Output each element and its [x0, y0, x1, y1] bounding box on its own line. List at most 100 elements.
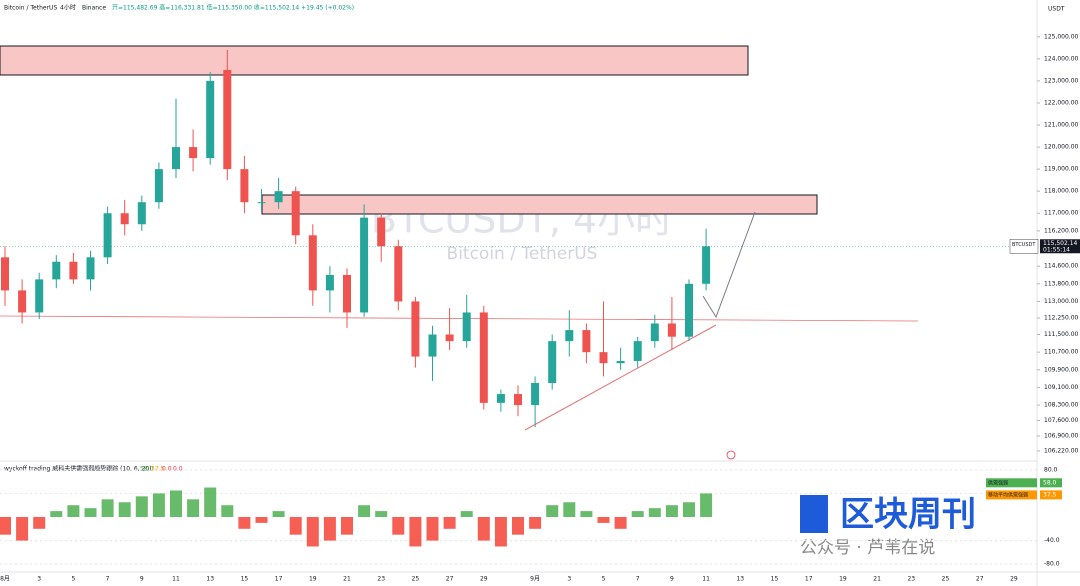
- x-tick-label: 29: [480, 576, 488, 583]
- indicator-value-tag: [1040, 490, 1062, 500]
- x-tick-label: 19: [839, 576, 847, 583]
- x-tick-label: 17: [805, 576, 813, 583]
- x-tick-label: 29: [1010, 576, 1018, 583]
- indicator-bar: [631, 511, 644, 517]
- indicator-reading: 37.5: [151, 466, 165, 473]
- candle-body: [308, 235, 317, 291]
- x-tick-label: 3: [37, 576, 41, 583]
- brand-logo: [800, 495, 828, 533]
- x-tick-label: 27: [446, 576, 454, 583]
- y-tick-label: 107,600.00: [1044, 417, 1079, 424]
- indicator-bar: [118, 502, 131, 517]
- indicator-reading: 0.0: [162, 466, 172, 473]
- indicator-bar: [50, 511, 63, 517]
- x-tick-label: 13: [736, 576, 744, 583]
- indicator-bar: [16, 517, 29, 541]
- x-tick-label: 25: [942, 576, 950, 583]
- y-tick-label: 117,000.00: [1044, 210, 1079, 217]
- indicator-tag: [986, 478, 1037, 488]
- indicator-bar: [512, 517, 524, 535]
- y-tick-label: -40.0: [1044, 537, 1060, 544]
- candle-body: [257, 202, 266, 204]
- horizontal-level: [0, 315, 919, 322]
- candle-body: [685, 283, 693, 337]
- candle-body: [428, 334, 437, 357]
- y-tick-label: 122,000.00: [1044, 99, 1079, 106]
- indicator-tag-name: 移动平均供需强弱: [988, 491, 1028, 498]
- indicator-bar: [255, 517, 268, 523]
- candle-body: [496, 394, 505, 403]
- brand-watermark: 区块周刊 公众号 · 芦苇在说: [800, 495, 976, 558]
- x-tick-label: 9: [140, 576, 144, 583]
- indicator-bar: [563, 502, 576, 517]
- x-tick-label: 5: [602, 576, 606, 583]
- x-tick-label: 7: [106, 576, 110, 583]
- candle-body: [599, 352, 608, 364]
- indicator-bar: [648, 508, 661, 517]
- candle-body: [69, 261, 78, 280]
- candle-body: [360, 217, 369, 313]
- indicator-bar: [700, 493, 713, 517]
- price-tag: [1040, 239, 1080, 254]
- x-tick-label: 21: [343, 576, 351, 583]
- indicator-bar: [67, 505, 80, 517]
- x-tick-label: 5: [71, 576, 75, 583]
- indicator-bar: [152, 493, 165, 517]
- candle-body: [479, 312, 488, 403]
- candle-body: [650, 323, 659, 342]
- y-tick-label: -80.0: [1044, 561, 1060, 568]
- projection-path: [702, 211, 756, 319]
- candle-body: [343, 274, 351, 313]
- indicator-bar: [341, 517, 353, 535]
- supply-zone: [0, 45, 749, 76]
- price-tag-value: 115,502.14: [1043, 240, 1078, 247]
- x-tick-label: 17: [275, 576, 283, 583]
- x-tick-label: 13: [206, 576, 214, 583]
- candle-body: [377, 217, 386, 247]
- y-tick-label: 80.0: [1044, 466, 1058, 473]
- indicator-bar: [529, 517, 542, 529]
- x-tick-label: 11: [172, 576, 180, 583]
- brand-subtitle: 公众号 · 芦苇在说: [800, 538, 935, 558]
- x-tick-label: 11: [702, 576, 710, 583]
- symbol: Bitcoin / TetherUS: [4, 5, 57, 12]
- x-tick-label: 23: [907, 576, 915, 583]
- indicator-bar: [272, 511, 285, 517]
- y-tick-label: 123,000.00: [1044, 77, 1079, 84]
- indicator-tag: [986, 490, 1037, 500]
- indicator-bar: [665, 505, 678, 517]
- indicator-bar: [306, 517, 319, 547]
- candle-body: [445, 334, 454, 342]
- event-icon: [726, 450, 736, 460]
- y-tick-label: 108,300.00: [1044, 402, 1079, 409]
- y-tick-label: 109,900.00: [1044, 366, 1079, 373]
- indicator-value-tag: [1040, 478, 1062, 488]
- candle-body: [189, 147, 198, 159]
- x-tick-label: 21: [873, 576, 881, 583]
- indicator-bar: [187, 499, 200, 517]
- candle-body: [223, 69, 232, 170]
- x-tick-label: 27: [976, 576, 984, 583]
- candle-body: [274, 191, 283, 203]
- indicator-bar: [323, 517, 336, 541]
- indicator-reading: 58.0: [140, 466, 154, 473]
- indicator-bar: [204, 487, 217, 517]
- y-tick-label: 112,250.00: [1044, 314, 1079, 321]
- ohlc: 开=115,482.69 高=116,331.81 低=115,350.00 收…: [112, 4, 354, 12]
- x-tick-label: 8月: [0, 576, 10, 583]
- y-tick-label: 113,800.00: [1044, 280, 1079, 287]
- y-tick-label: 106,220.00: [1044, 447, 1079, 454]
- indicator-bar: [238, 517, 251, 529]
- candle-body: [86, 257, 95, 280]
- x-tick-label: 7: [636, 576, 640, 583]
- indicator-bar: [683, 502, 695, 517]
- indicator-tag-name: 供需强弱: [988, 479, 1008, 486]
- candle-body: [531, 383, 540, 406]
- x-tick-label: 15: [241, 576, 249, 583]
- brand-name: 区块周刊: [840, 495, 976, 535]
- candle-body: [172, 147, 180, 170]
- candle-body: [565, 330, 574, 342]
- x-tick-label: 9: [670, 576, 674, 583]
- y-tick-label: 114,600.00: [1044, 263, 1079, 270]
